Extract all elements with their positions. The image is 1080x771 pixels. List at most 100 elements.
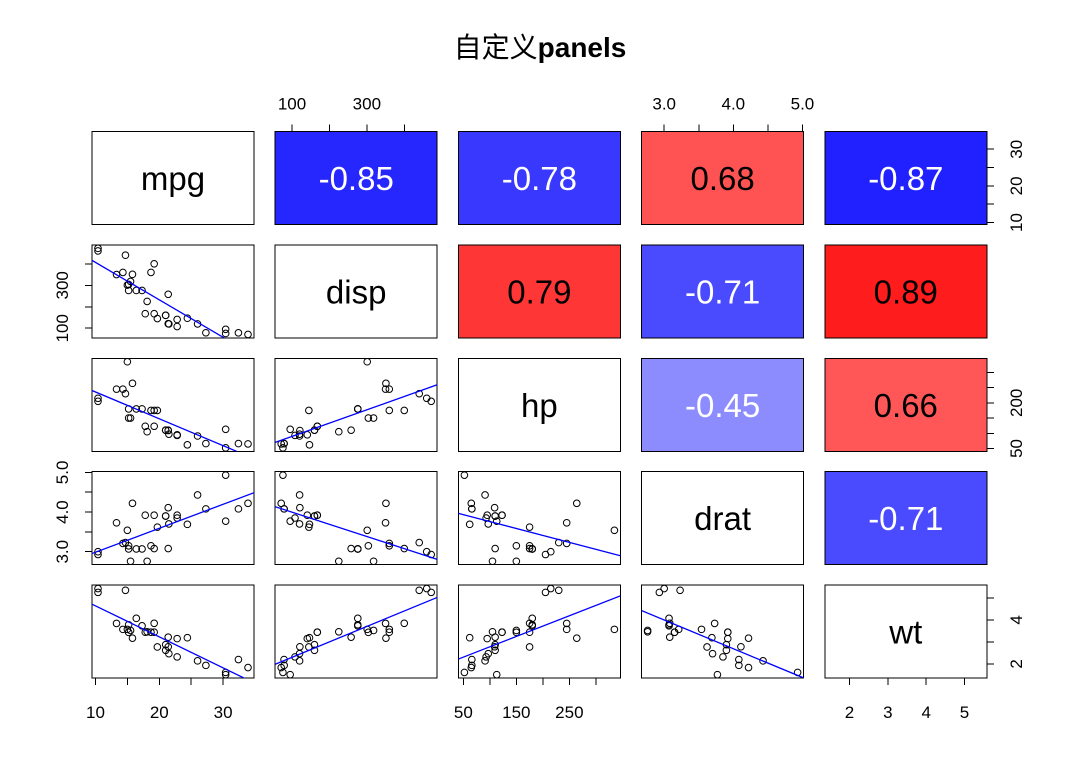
scatter-point-drat-vs-mpg: [124, 541, 133, 550]
scatter-point-wt-vs-hp: [484, 649, 493, 658]
scatter-point-wt-vs-hp: [572, 634, 581, 642]
scatter-point-drat-vs-hp: [490, 503, 499, 512]
corr-value-hp-wt: 0.66: [874, 387, 938, 424]
scatter-panel-wt-vs-hp: [457, 584, 621, 679]
axis-tick-label-left-disp: 300: [53, 271, 72, 299]
scatter-point-wt-vs-hp: [491, 646, 499, 655]
scatter-point-drat-vs-disp: [400, 544, 409, 553]
fit-line-group-disp-vs-mpg: [92, 259, 226, 338]
scatter-point-drat-vs-disp: [305, 523, 313, 531]
scatter-point-disp-vs-mpg: [164, 319, 173, 328]
axis-tick-label-top-drat: 5.0: [791, 95, 815, 114]
diag-label-mpg: mpg: [141, 160, 205, 197]
scatter-point-drat-vs-hp: [562, 539, 571, 548]
scatter-point-wt-vs-mpg: [221, 670, 230, 679]
axis-tick-label-bottom-hp: 250: [555, 703, 583, 722]
scatter-point-wt-vs-hp: [541, 588, 550, 597]
scatter-point-wt-vs-drat: [660, 584, 668, 593]
scatter-point-drat-vs-disp: [334, 557, 343, 566]
axis-tick-label-right-hp: 50: [1007, 439, 1026, 458]
scatter-point-drat-vs-hp: [528, 545, 537, 553]
scatter-point-wt-vs-disp: [279, 668, 287, 677]
scatter-point-drat-vs-mpg: [123, 526, 132, 535]
scatter-point-wt-vs-mpg: [126, 626, 135, 635]
scatter-point-drat-vs-hp: [488, 557, 497, 566]
axis-tick-label-right-mpg: 30: [1007, 140, 1026, 159]
scatter-point-hp-vs-disp: [415, 389, 424, 398]
scatter-point-wt-vs-hp: [460, 668, 469, 677]
corr-value-mpg-wt: -0.87: [868, 160, 943, 197]
fit-line-drat-vs-mpg: [92, 492, 254, 555]
scatter-point-drat-vs-mpg: [221, 471, 230, 479]
scatter-point-drat-vs-disp: [382, 499, 390, 508]
axis-tick-label-top-drat: 4.0: [721, 95, 745, 114]
scatter-point-drat-vs-mpg: [126, 557, 135, 566]
scatter-point-drat-vs-hp: [498, 511, 506, 520]
axis-tick-label-right-wt: 2: [1007, 659, 1026, 668]
diag-panel-disp: [274, 244, 438, 339]
corr-value-hp-drat: -0.45: [685, 387, 760, 424]
scatter-point-hp-vs-disp: [369, 414, 378, 422]
scatter-point-wt-vs-mpg: [234, 655, 243, 664]
scatter-point-disp-vs-mpg: [141, 309, 150, 318]
scatter-point-disp-vs-mpg: [153, 314, 162, 323]
axis-tick-label-left-disp: 100: [53, 314, 72, 342]
scatter-point-disp-vs-mpg: [161, 311, 170, 320]
scatter-point-disp-vs-mpg: [112, 270, 121, 279]
scatter-point-hp-vs-mpg: [150, 422, 158, 431]
scatter-point-wt-vs-hp: [483, 634, 491, 643]
scatter-point-wt-vs-drat: [759, 657, 767, 665]
scatter-point-drat-vs-hp: [546, 547, 555, 556]
scatter-point-drat-vs-mpg: [132, 545, 141, 553]
fit-line-group-wt-vs-hp: [458, 595, 621, 660]
scatter-point-wt-vs-drat: [665, 633, 674, 641]
scatter-point-wt-vs-disp: [422, 584, 431, 593]
scatter-point-wt-vs-drat: [670, 628, 679, 637]
axis-tick-label-left-drat: 4.0: [53, 500, 72, 524]
scatter-point-wt-vs-mpg: [150, 619, 158, 628]
axis-tick-label-right-hp: 200: [1007, 389, 1026, 417]
scatter-point-drat-vs-mpg: [164, 544, 173, 553]
scatter-point-drat-vs-disp: [296, 503, 304, 512]
scatter-point-wt-vs-hp: [610, 625, 619, 634]
scatter-point-disp-vs-mpg: [147, 268, 155, 277]
scatter-point-hp-vs-disp: [291, 431, 299, 440]
scatter-point-drat-vs-mpg: [141, 511, 150, 520]
scatter-point-drat-vs-disp: [369, 557, 378, 566]
scatter-point-hp-vs-disp: [295, 432, 304, 440]
scatter-point-wt-vs-disp: [385, 628, 394, 637]
scatter-point-hp-vs-disp: [347, 426, 355, 435]
fit-line-group-drat-vs-disp: [275, 506, 438, 560]
scatter-point-disp-vs-mpg: [143, 297, 151, 306]
scatter-point-wt-vs-disp: [347, 633, 355, 641]
scatter-point-hp-vs-disp: [385, 385, 394, 393]
scatter-point-drat-vs-disp: [381, 518, 390, 527]
scatter-point-wt-vs-disp: [303, 634, 312, 643]
scatter-point-hp-vs-disp: [382, 379, 390, 388]
scatter-point-drat-vs-hp: [483, 511, 491, 520]
scatter-point-drat-vs-mpg: [173, 511, 181, 520]
scatter-point-drat-vs-hp: [610, 526, 619, 535]
axis-tick-label-right-mpg: 10: [1007, 213, 1026, 232]
scatter-points-hp-vs-mpg: [94, 357, 252, 452]
scatter-point-wt-vs-mpg: [164, 642, 173, 651]
scatter-point-hp-vs-mpg: [183, 441, 192, 449]
scatter-point-drat-vs-hp: [465, 520, 474, 529]
scatter-point-wt-vs-hp: [481, 657, 489, 665]
corr-panel-mpg-drat: [641, 131, 805, 225]
scatter-point-wt-vs-hp: [498, 628, 506, 637]
scatter-point-hp-vs-disp: [305, 406, 313, 415]
scatter-point-drat-vs-mpg: [234, 505, 243, 513]
scatter-point-wt-vs-mpg: [202, 661, 210, 670]
fit-line-group-drat-vs-mpg: [92, 492, 254, 555]
scatter-point-wt-vs-disp: [382, 634, 390, 642]
diag-label-drat: drat: [694, 500, 751, 537]
scatter-point-hp-vs-mpg: [234, 439, 243, 448]
scatter-point-hp-vs-disp: [364, 414, 373, 422]
scatter-point-hp-vs-mpg: [143, 427, 151, 436]
scatter-point-hp-vs-disp: [353, 405, 362, 413]
scatter-point-drat-vs-disp: [363, 526, 372, 535]
scatter-point-drat-vs-hp: [525, 523, 534, 531]
scatter-point-wt-vs-drat: [676, 586, 684, 595]
scatter-point-wt-vs-disp: [353, 620, 362, 629]
